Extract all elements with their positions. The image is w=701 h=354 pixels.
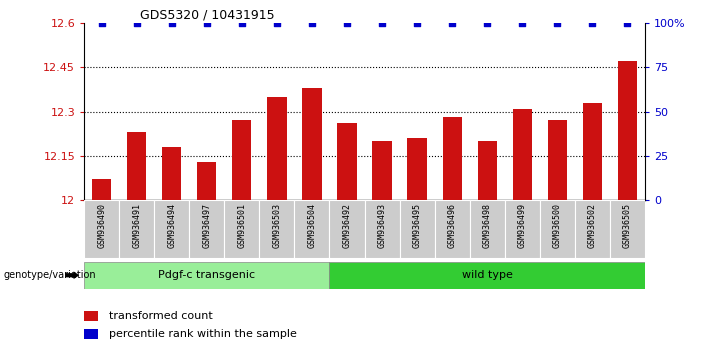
Bar [294,200,329,258]
Bar [119,200,154,258]
Bar [267,97,287,200]
Text: GSM936494: GSM936494 [168,203,176,248]
Bar [505,200,540,258]
Text: transformed count: transformed count [109,311,213,321]
Point [447,20,458,26]
Bar [442,118,462,200]
Bar [127,132,147,200]
Text: GSM936492: GSM936492 [343,203,351,248]
Bar [618,61,637,200]
Text: GSM936505: GSM936505 [623,203,632,248]
Bar [84,311,98,321]
Text: GDS5320 / 10431915: GDS5320 / 10431915 [140,9,275,22]
Bar [154,200,189,258]
Bar [583,103,602,200]
Point [552,20,563,26]
Text: GSM936497: GSM936497 [203,203,211,248]
Text: genotype/variation: genotype/variation [4,270,96,280]
Bar [329,262,645,289]
Bar [224,200,259,258]
Text: GSM936502: GSM936502 [588,203,597,248]
Bar [477,141,497,200]
Point [236,20,247,26]
Bar [575,200,610,258]
Text: GSM936490: GSM936490 [97,203,106,248]
Point [587,20,598,26]
Text: GSM936491: GSM936491 [132,203,141,248]
Bar [84,329,98,339]
Text: Pdgf-c transgenic: Pdgf-c transgenic [158,270,255,280]
Bar [470,200,505,258]
Text: percentile rank within the sample: percentile rank within the sample [109,329,297,339]
Bar [189,200,224,258]
Bar [337,123,357,200]
Bar [365,200,400,258]
Bar [232,120,252,200]
Text: wild type: wild type [462,270,512,280]
Point [306,20,318,26]
Bar [407,138,427,200]
Text: GSM936503: GSM936503 [273,203,281,248]
Text: GSM936501: GSM936501 [238,203,246,248]
Bar [512,109,532,200]
Text: GSM936499: GSM936499 [518,203,526,248]
Point [482,20,493,26]
Bar [540,200,575,258]
Bar [329,200,365,258]
Bar [162,147,182,200]
Text: GSM936504: GSM936504 [308,203,316,248]
Point [166,20,177,26]
Point [622,20,633,26]
Text: GSM936495: GSM936495 [413,203,421,248]
Point [376,20,388,26]
Point [411,20,423,26]
Bar [610,200,645,258]
Text: GSM936498: GSM936498 [483,203,491,248]
Text: GSM936493: GSM936493 [378,203,386,248]
Bar [197,162,217,200]
Point [341,20,353,26]
Bar [400,200,435,258]
Text: GSM936500: GSM936500 [553,203,562,248]
Text: GSM936496: GSM936496 [448,203,456,248]
Bar [547,120,567,200]
Point [201,20,212,26]
Bar [259,200,294,258]
Bar [435,200,470,258]
Bar [84,262,329,289]
Point [96,20,107,26]
Bar [92,179,111,200]
Point [517,20,528,26]
Bar [84,200,119,258]
Point [271,20,283,26]
Bar [302,88,322,200]
Bar [372,141,392,200]
Point [131,20,142,26]
